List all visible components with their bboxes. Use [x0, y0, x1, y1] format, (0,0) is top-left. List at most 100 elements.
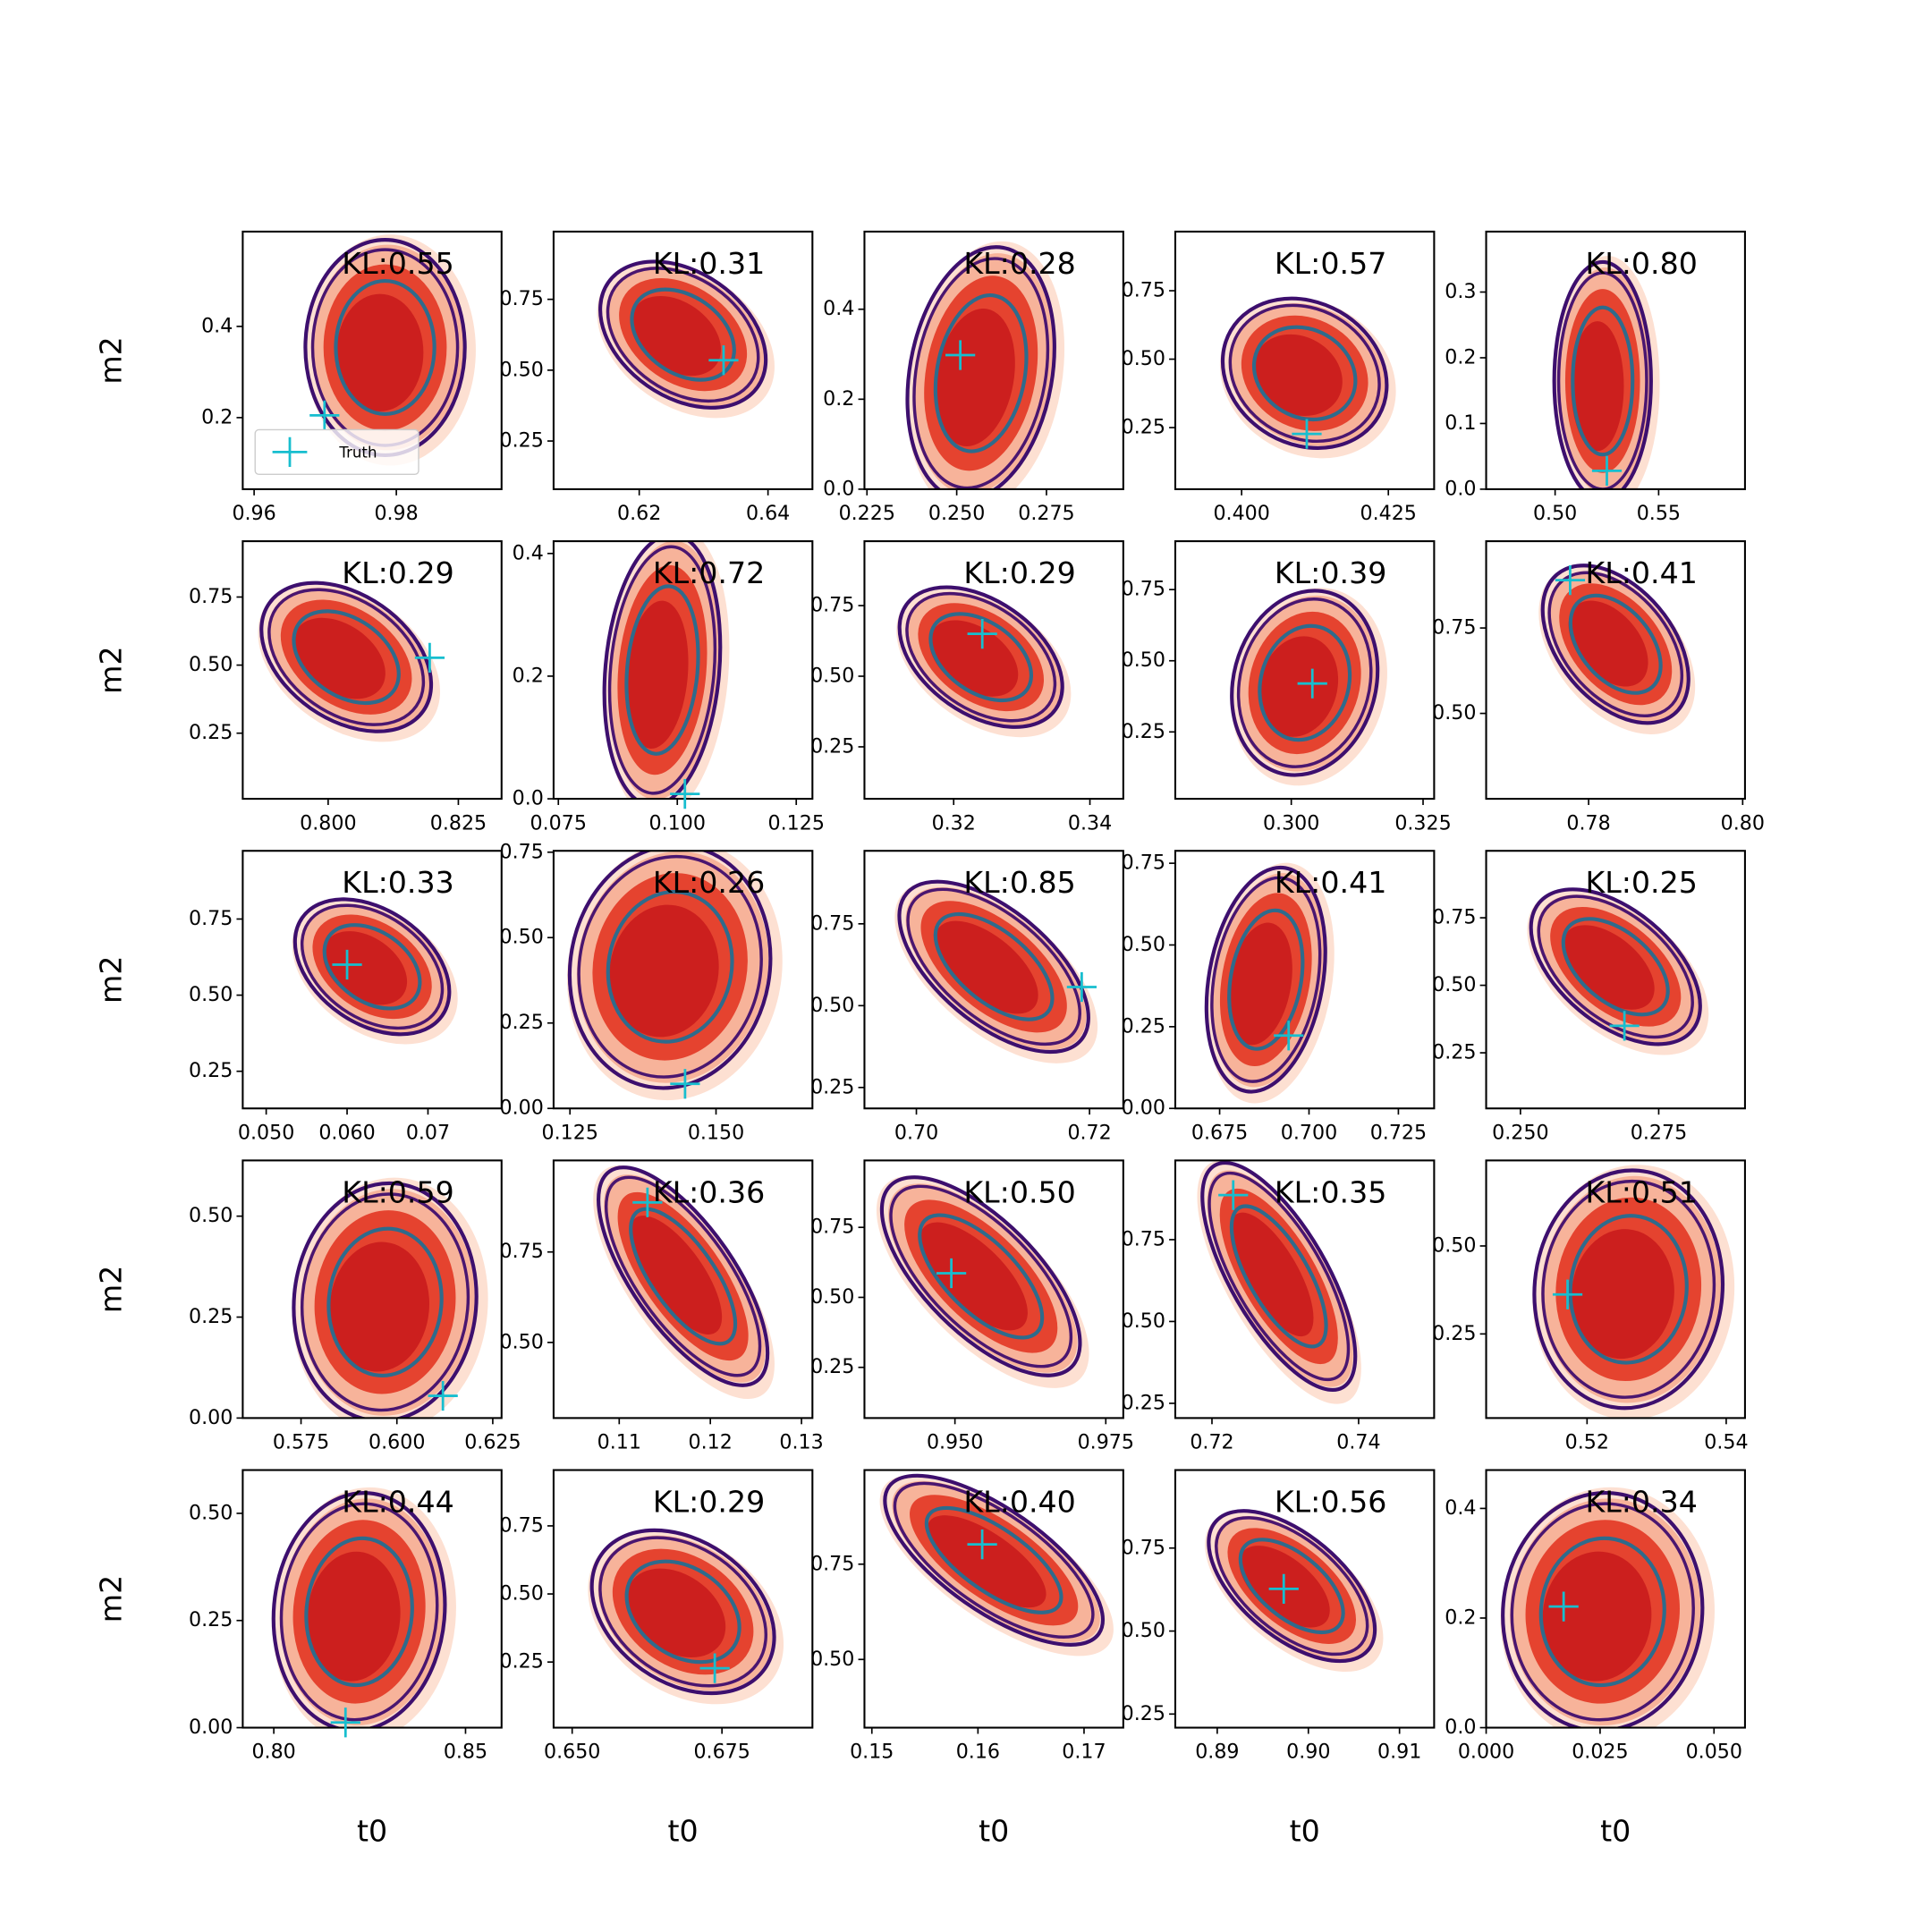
x-tick-label: 0.700 [1281, 1121, 1337, 1144]
contour-line [1556, 271, 1648, 489]
annotation: KL:0.29 [342, 555, 453, 590]
subplot: 0.950 0.975 0.25 0.50 0.75 KL:0.50 [810, 1159, 1134, 1454]
y-tick-label: 0.4 [201, 314, 233, 337]
truth-marker [670, 1069, 700, 1099]
contour-line [259, 580, 434, 733]
y-tick-label: 0.25 [500, 429, 544, 453]
x-tick-label: 0.675 [1191, 1121, 1248, 1144]
contour-line [300, 903, 445, 1030]
y-tick-label: 0.25 [1432, 1041, 1476, 1064]
contour-line [897, 879, 1090, 1055]
x-tick-label: 0.250 [1492, 1121, 1548, 1144]
axes-frame [1174, 230, 1436, 490]
y-tick-label: 0.75 [1122, 1536, 1165, 1559]
contour-line [879, 1175, 1082, 1377]
contour-line [918, 1213, 1045, 1340]
y-tick-label: 0.75 [1432, 906, 1476, 929]
y-tick-label: 0.75 [189, 907, 233, 930]
axes-frame [552, 540, 814, 801]
density-fill [624, 600, 689, 749]
y-tick-label: 0.00 [189, 1406, 233, 1429]
annotation: KL:0.33 [342, 865, 453, 900]
density-contours [1552, 256, 1660, 489]
x-tick-label: 0.96 [232, 502, 275, 525]
subplot: 0.000 0.025 0.050 0.0 0.2 0.4 KL:0.34 t0 [1445, 1469, 1746, 1849]
annotation: KL:0.34 [1585, 1484, 1697, 1519]
y-tick-label: 0.50 [500, 1582, 544, 1606]
subplot: 0.78 0.80 0.50 0.75 KL:0.41 [1432, 540, 1765, 835]
subplot: 0.96 0.98 0.2 0.4 KL:0.55 m2 Truth [94, 230, 503, 525]
x-axis-label: t0 [979, 1814, 1009, 1849]
axes-frame [552, 850, 814, 1110]
x-tick-label: 0.11 [597, 1431, 641, 1454]
density-contours [1219, 296, 1396, 459]
x-tick-label: 0.78 [1566, 811, 1610, 835]
annotation: KL:0.41 [1585, 555, 1697, 590]
contour-line [1229, 1204, 1328, 1349]
contour-line [606, 267, 760, 403]
contour-line [1251, 325, 1358, 422]
y-tick-label: 0.75 [1122, 279, 1165, 302]
contour-line [1258, 623, 1352, 742]
y-tick-label: 0.75 [1122, 578, 1165, 601]
x-tick-label: 0.400 [1213, 502, 1269, 525]
x-tick-label: 0.250 [928, 502, 985, 525]
x-tick-label: 0.100 [649, 811, 706, 835]
density-contours [905, 241, 1065, 489]
y-tick-label: 0.75 [189, 585, 233, 608]
x-tick-label: 0.050 [1686, 1741, 1742, 1764]
density-contours [1532, 1165, 1735, 1419]
contour-line [906, 887, 1081, 1046]
truth-marker [414, 642, 445, 673]
y-axis-label: m2 [94, 955, 129, 1004]
contour-line [292, 897, 452, 1037]
y-tick-label: 0.25 [189, 1059, 233, 1082]
density-fill [1572, 1229, 1674, 1360]
density-contours [1500, 1487, 1715, 1728]
y-tick-label: 0.50 [1122, 933, 1165, 956]
subplot: 0.650 0.675 0.25 0.50 0.75 KL:0.29 t0 [500, 1469, 814, 1849]
axes-frame [1174, 1159, 1436, 1419]
axes-frame [863, 1469, 1124, 1729]
axes-frame [863, 850, 1124, 1110]
density-fill [1230, 1212, 1314, 1337]
x-tick-label: 0.32 [932, 811, 976, 835]
density-fill [329, 1241, 429, 1372]
x-tick-label: 0.80 [1721, 811, 1765, 835]
x-tick-label: 0.150 [688, 1121, 744, 1144]
contour-line [292, 1181, 479, 1419]
x-tick-label: 0.12 [689, 1431, 733, 1454]
contour-line [1227, 908, 1305, 1051]
density-fill [1542, 1551, 1652, 1682]
y-tick-label: 0.2 [201, 405, 233, 428]
contour-line [598, 1536, 768, 1688]
x-tick-label: 0.975 [1078, 1431, 1134, 1454]
density-fill [1252, 334, 1343, 417]
contour-line [889, 1184, 1073, 1368]
y-tick-label: 0.2 [1445, 345, 1476, 369]
contour-line [598, 259, 768, 410]
y-tick-label: 0.50 [810, 994, 854, 1017]
contour-line [604, 1175, 762, 1377]
y-axis-label: m2 [94, 336, 129, 385]
contour-line [629, 1207, 738, 1346]
density-fill [609, 904, 719, 1038]
x-tick-label: 0.34 [1068, 811, 1112, 835]
annotation: KL:0.40 [963, 1484, 1075, 1519]
truth-marker [699, 1653, 730, 1683]
contour-line [1207, 1509, 1377, 1664]
x-tick-label: 0.575 [273, 1431, 329, 1454]
contour-line [304, 1536, 414, 1688]
y-axis-label: m2 [94, 1575, 129, 1623]
subplot: 0.050 0.060 0.07 0.25 0.50 0.75 KL:0.33 m2 [94, 850, 503, 1144]
truth-marker [1552, 1279, 1583, 1309]
annotation: KL:0.25 [1585, 865, 1697, 900]
y-tick-label: 0.4 [1445, 1496, 1476, 1520]
subplot: 0.70 0.72 0.25 0.50 0.75 KL:0.85 [810, 850, 1124, 1144]
density-fill [631, 295, 722, 377]
density-contours [292, 897, 458, 1045]
y-tick-label: 0.00 [500, 1097, 544, 1120]
density-fill [336, 293, 424, 411]
density-contours [271, 1487, 456, 1728]
